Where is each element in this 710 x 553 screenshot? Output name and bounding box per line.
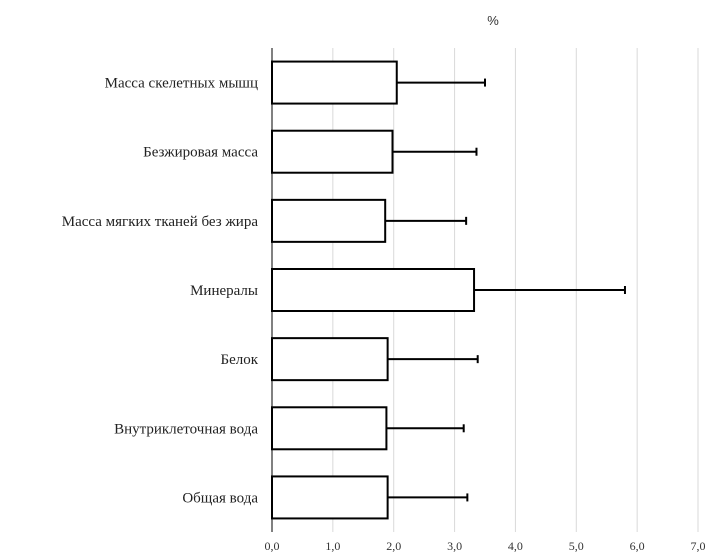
category-label: Внутриклеточная вода (114, 421, 258, 437)
bar (271, 475, 389, 520)
category-label: Масса скелетных мышц (105, 76, 258, 92)
category-label: Общая вода (182, 490, 258, 506)
category-labels: Масса скелетных мышц Безжировая масса Масс… (62, 76, 259, 507)
error-bars (385, 78, 626, 502)
x-tick-labels: 0,0 1,0 2,0 3,0 4,0 5,0 6,0 7,0 (265, 539, 706, 553)
category-label: Масса мягких тканей без жира (62, 214, 259, 230)
x-tick-label: 6,0 (630, 539, 645, 553)
bar (271, 337, 389, 382)
bar (271, 129, 394, 174)
x-tick-label: 3,0 (447, 539, 462, 553)
bar (271, 198, 387, 243)
category-label: Безжировая масса (143, 145, 258, 161)
bar (271, 406, 388, 451)
x-tick-label: 2,0 (386, 539, 401, 553)
bar (271, 60, 398, 105)
x-tick-label: 5,0 (569, 539, 584, 553)
unit-label: % (487, 13, 499, 28)
category-label: Минералы (190, 283, 258, 299)
x-tick-label: 4,0 (508, 539, 523, 553)
x-tick-label: 1,0 (325, 539, 340, 553)
bar (271, 268, 476, 312)
bars (271, 60, 476, 520)
x-tick-label: 0,0 (265, 539, 280, 553)
x-tick-label: 7,0 (691, 539, 706, 553)
category-label: Белок (220, 352, 258, 368)
